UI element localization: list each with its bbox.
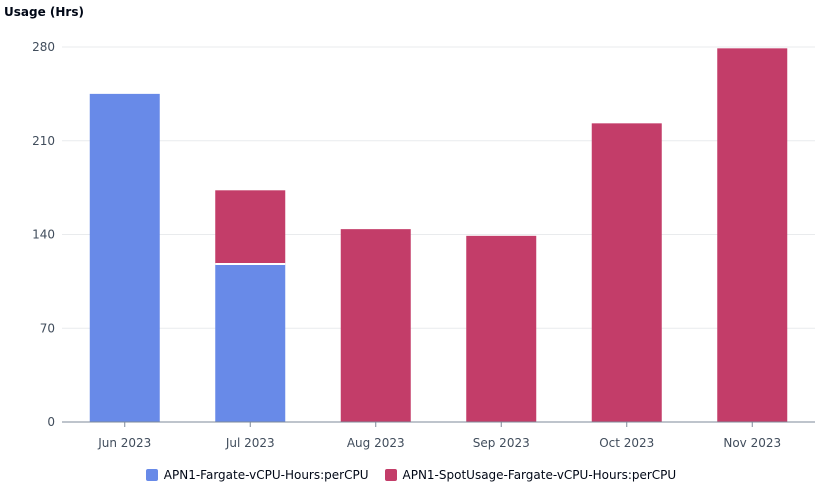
bar-segment[interactable]: [215, 190, 286, 264]
bar-segment[interactable]: [466, 235, 537, 422]
legend-item[interactable]: APN1-Fargate-vCPU-Hours:perCPU: [145, 468, 369, 482]
y-tick-label: 210: [32, 134, 55, 148]
legend-item[interactable]: APN1-SpotUsage-Fargate-vCPU-Hours:perCPU: [384, 468, 677, 482]
y-axis-title: Usage (Hrs): [4, 5, 84, 19]
x-tick-label: Oct 2023: [599, 436, 654, 450]
x-axis-ticks: Jun 2023 Jul 2023 Aug 2023 Sep 2023 Oct 2023…: [97, 422, 781, 450]
legend-swatch: [145, 469, 158, 481]
x-tick-label: Nov 2023: [723, 436, 781, 450]
y-tick-label: 140: [32, 228, 55, 242]
bars: [89, 48, 788, 422]
bar-segment[interactable]: [591, 123, 662, 422]
x-tick-label: Jun 2023: [97, 436, 151, 450]
x-tick-label: Aug 2023: [347, 436, 405, 450]
bar-segment[interactable]: [340, 229, 411, 422]
legend-label: APN1-Fargate-vCPU-Hours:perCPU: [163, 468, 369, 482]
y-axis-ticks: 0 70 140 210 280: [32, 40, 55, 429]
y-tick-label: 280: [32, 40, 55, 54]
x-tick-label: Sep 2023: [473, 436, 530, 450]
gridlines: [62, 46, 815, 329]
legend-swatch: [384, 469, 397, 481]
legend: APN1-Fargate-vCPU-Hours:perCPU APN1-SpotU…: [0, 468, 822, 482]
x-tick-label: Jul 2023: [225, 436, 275, 450]
bar-segment[interactable]: [717, 48, 788, 422]
y-tick-label: 0: [47, 415, 55, 429]
bar-chart: Usage (Hrs) 0 70 140 210 280 Jun 2023 Jul 202…: [4, 5, 815, 450]
bar-segment[interactable]: [89, 93, 160, 422]
legend-label: APN1-SpotUsage-Fargate-vCPU-Hours:perCPU: [402, 468, 677, 482]
y-tick-label: 70: [40, 321, 55, 335]
bar-segment[interactable]: [215, 263, 286, 422]
